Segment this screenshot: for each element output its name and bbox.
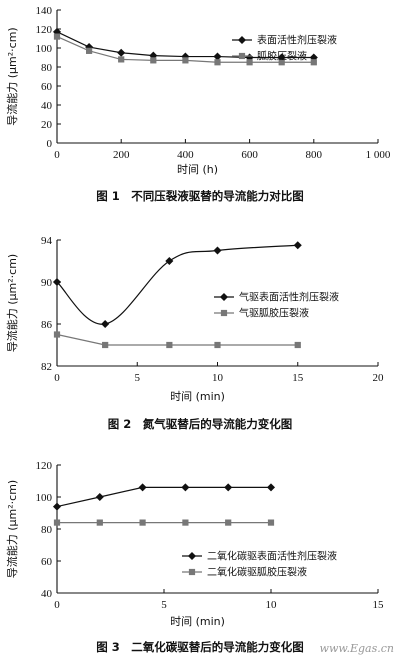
watermark-text: www.Egas.cn [320, 642, 394, 655]
data-point [118, 56, 125, 63]
figure-caption: 图 2 氮气驱替后的导流能力变化图 [108, 417, 293, 431]
series-1 [52, 27, 318, 62]
x-tick-label: 200 [113, 149, 130, 161]
y-tick-label: 120 [36, 460, 53, 472]
data-point [224, 483, 233, 492]
data-point [182, 519, 189, 526]
y-axis-label: 导流能力 (μm²·cm) [5, 27, 19, 125]
data-point [52, 277, 62, 287]
data-point [86, 47, 93, 54]
y-tick-label: 90 [41, 277, 53, 289]
data-point [165, 256, 174, 266]
figure-caption: 图 1 不同压裂液驱替的导流能力对比图 [96, 189, 304, 203]
x-tick-label: 5 [135, 372, 141, 384]
data-point [138, 483, 147, 492]
x-tick-label: 20 [373, 372, 385, 384]
legend-label: 二氧化碳驱表面活性剂压裂液 [207, 550, 337, 563]
data-point [181, 483, 190, 492]
data-point [166, 341, 173, 349]
figure-caption: 图 3 二氧化碳驱替后的导流能力变化图 [96, 640, 304, 654]
series-line [56, 333, 298, 346]
x-tick-label: 10 [266, 599, 278, 611]
y-tick-label: 120 [36, 24, 53, 36]
legend-label: 二氧化碳驱胍胶压裂液 [207, 566, 307, 579]
legend-label: 表面活性剂压裂液 [257, 34, 337, 47]
series-line [56, 486, 271, 508]
x-tick-label: 5 [161, 599, 167, 611]
data-point [310, 59, 317, 66]
legend-label: 气驱胍胶压裂液 [239, 307, 309, 320]
data-point [267, 519, 275, 526]
data-point [53, 331, 61, 338]
x-tick-label: 15 [373, 599, 385, 611]
y-tick-label: 86 [41, 319, 53, 331]
legend-marker [219, 292, 229, 302]
data-point [182, 57, 189, 64]
legend-marker [237, 35, 247, 45]
data-point [53, 33, 61, 40]
x-tick-label: 0 [54, 372, 60, 384]
data-point [101, 319, 110, 329]
x-axis-label: 时间 (min) [170, 615, 225, 628]
x-axis-label: 时间 (h) [177, 163, 218, 176]
chart-2: 82 86 90 94 0 5 10 15 20 导流能力 (μm²·cm) 时间 (min) 气驱表… [5, 235, 384, 431]
data-point [278, 59, 285, 66]
x-tick-label: 800 [306, 149, 323, 161]
legend-marker [238, 52, 246, 60]
x-tick-label: 15 [292, 372, 304, 384]
y-tick-label: 94 [41, 235, 53, 247]
y-tick-label: 60 [41, 81, 53, 93]
legend-marker [220, 309, 228, 317]
legend-label: 胍胶压裂液 [257, 50, 307, 63]
x-tick-label: 400 [177, 149, 194, 161]
y-tick-label: 40 [41, 588, 53, 600]
x-tick-label: 0 [54, 149, 60, 161]
data-point [102, 341, 109, 349]
chart-1: 0 20 40 60 80 100 120 140 0 200 400 600 800 1 000 导流能力… [5, 5, 391, 203]
chart-3: 40 60 80 100 120 0 5 10 15 导流能力 (μm²·cm) 时间 (min) 二… [5, 460, 384, 654]
data-point [52, 502, 62, 511]
y-tick-label: 140 [36, 5, 53, 17]
y-tick-label: 100 [36, 43, 53, 55]
data-point [266, 483, 276, 492]
data-point [225, 519, 232, 526]
data-point [294, 341, 301, 349]
x-axis-label: 时间 (min) [170, 390, 225, 403]
y-tick-label: 20 [41, 119, 53, 131]
y-tick-label: 80 [41, 524, 53, 536]
data-point [117, 48, 126, 57]
data-point [96, 519, 103, 526]
data-point [53, 519, 61, 526]
series-1 [52, 241, 302, 329]
data-point [139, 519, 146, 526]
y-tick-label: 82 [41, 361, 52, 373]
x-tick-label: 0 [54, 599, 60, 611]
y-tick-label: 40 [41, 100, 53, 112]
data-point [213, 246, 222, 255]
data-point [246, 59, 253, 66]
y-tick-label: 80 [41, 62, 53, 74]
y-tick-label: 60 [41, 556, 53, 568]
data-point [150, 57, 157, 64]
data-point [214, 341, 221, 349]
data-point [293, 241, 302, 250]
series-2 [53, 331, 301, 349]
y-tick-label: 100 [36, 492, 53, 504]
x-tick-label: 1 000 [366, 149, 391, 161]
legend-marker [188, 568, 196, 576]
y-tick-label: 0 [47, 138, 53, 150]
x-tick-label: 10 [212, 372, 224, 384]
series-2 [53, 519, 275, 526]
data-point [214, 59, 221, 66]
legend-label: 气驱表面活性剂压裂液 [239, 291, 339, 304]
data-point [213, 52, 222, 61]
y-axis-label: 导流能力 (μm²·cm) [5, 254, 19, 352]
series-1 [52, 483, 276, 511]
y-axis-label: 导流能力 (μm²·cm) [5, 480, 19, 578]
data-point [95, 492, 104, 502]
legend-marker [187, 551, 197, 561]
x-tick-label: 600 [241, 149, 258, 161]
series-2 [53, 33, 317, 66]
